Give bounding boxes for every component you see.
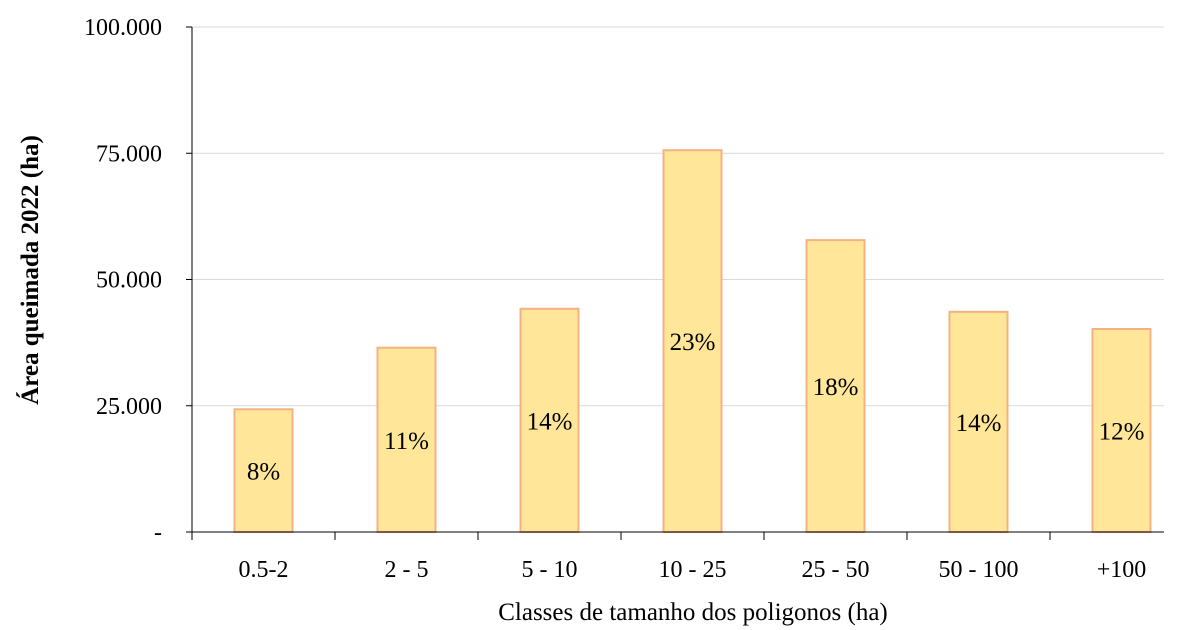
data-label: 11%: [384, 428, 429, 455]
data-labels: 8% 11% 14% 23% 18% 14% 12%: [247, 329, 1145, 486]
x-tick-label: 0.5-2: [239, 557, 289, 583]
bar: [519, 307, 580, 534]
data-label: 12%: [1099, 418, 1145, 445]
data-label: 14%: [527, 408, 573, 435]
data-label: 23%: [670, 329, 716, 356]
x-tick-label: 25 - 50: [802, 557, 870, 583]
x-tick-label: 2 - 5: [385, 557, 429, 583]
y-tick-label: 25.000: [96, 394, 162, 420]
y-tick-label: 50.000: [96, 268, 162, 294]
x-tick-label: +100: [1097, 557, 1147, 583]
bar: [1091, 327, 1152, 533]
x-axis-title: Classes de tamanho dos poligonos (ha): [498, 599, 888, 626]
x-tick-label: 50 - 100: [939, 557, 1019, 583]
x-tick-label: 5 - 10: [522, 557, 578, 583]
data-label: 18%: [813, 374, 859, 401]
y-axis-title: Área queimada 2022 (ha): [16, 135, 44, 405]
y-tick-label: 100.000: [84, 15, 162, 41]
bar: [233, 408, 294, 533]
data-label: 14%: [956, 410, 1002, 437]
x-tick-label: 10 - 25: [659, 557, 727, 583]
bar: [948, 310, 1009, 533]
axes: - 25.000 50.000 75.000 100.000 0.5-2 2 - 5 5 - …: [84, 15, 1164, 583]
data-label: 8%: [247, 459, 280, 486]
bar: [662, 149, 723, 533]
y-tick-label: 75.000: [96, 141, 162, 167]
y-tick-label: -: [154, 520, 162, 546]
bar: [805, 239, 866, 534]
